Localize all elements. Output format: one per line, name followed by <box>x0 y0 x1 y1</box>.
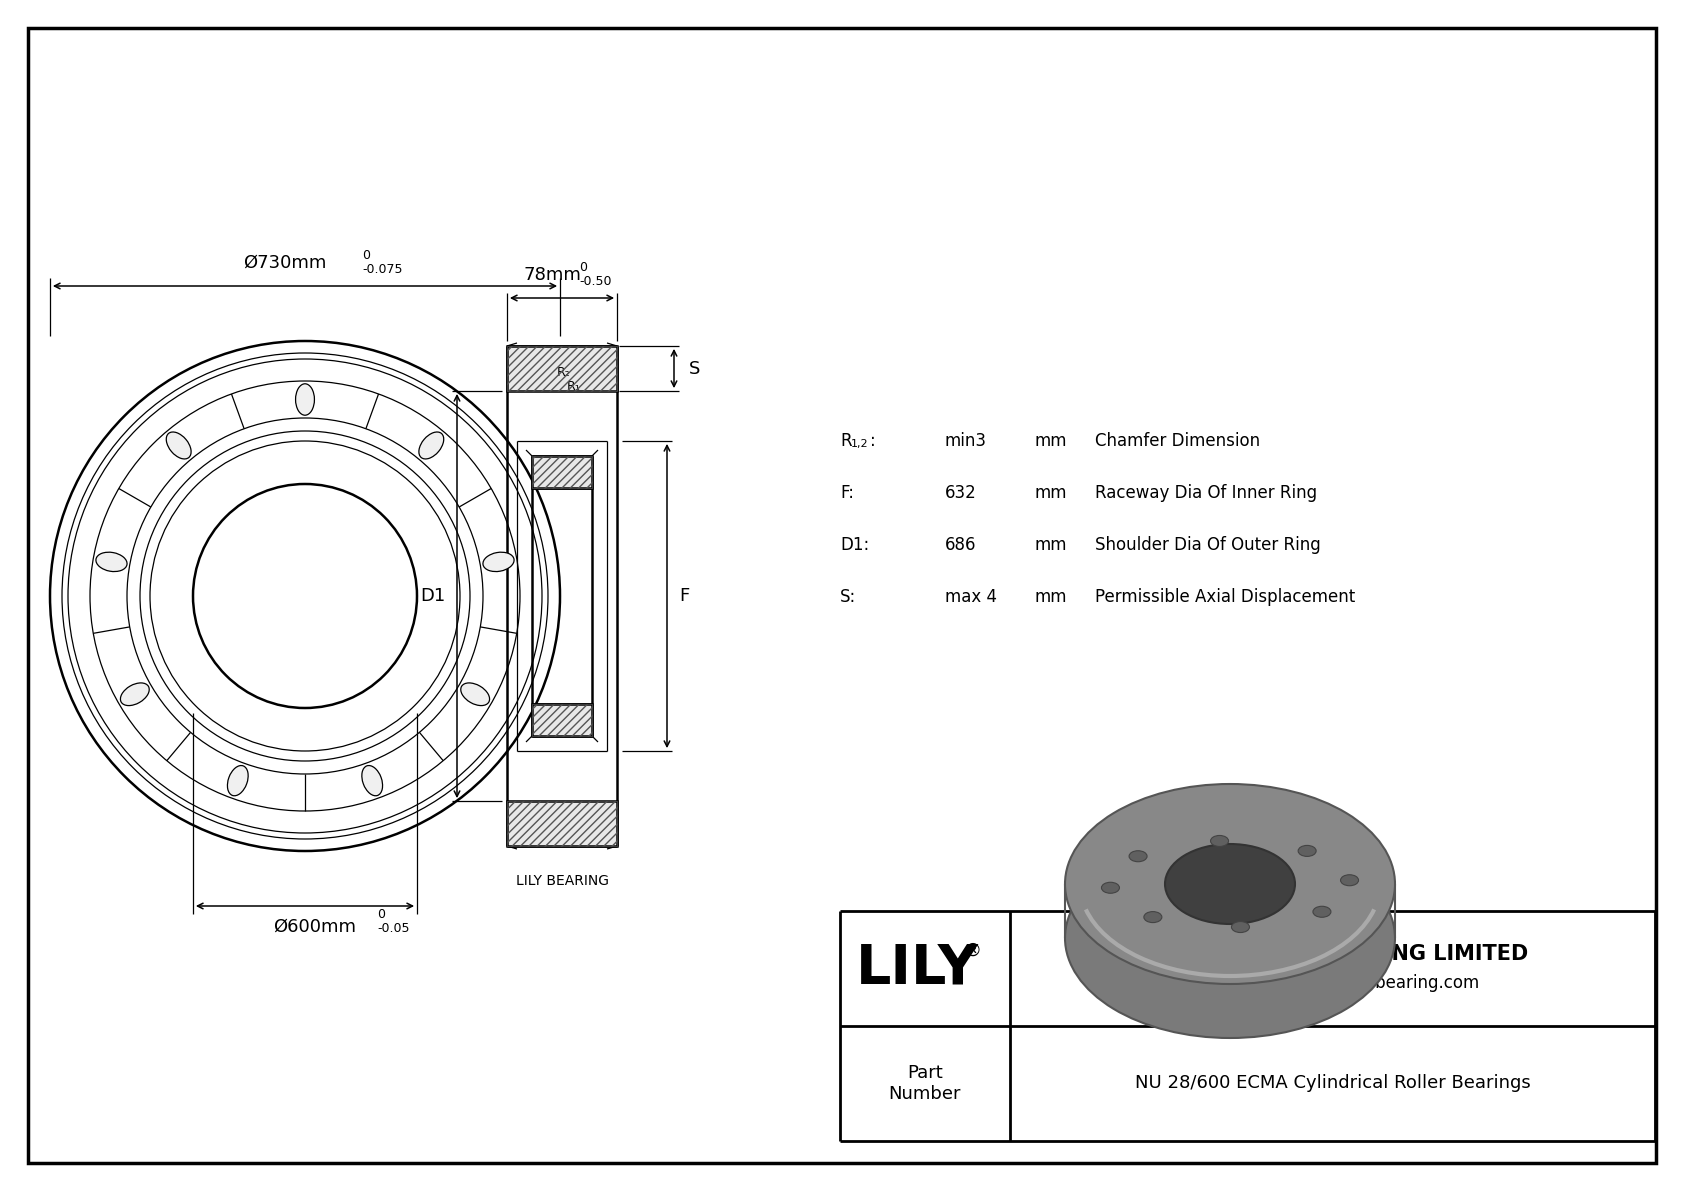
Text: mm: mm <box>1036 484 1068 501</box>
Text: 1,2: 1,2 <box>850 439 869 449</box>
Text: mm: mm <box>1036 588 1068 606</box>
Ellipse shape <box>96 553 126 572</box>
Text: min3: min3 <box>945 432 987 450</box>
Ellipse shape <box>1064 838 1394 1039</box>
Text: R: R <box>840 432 852 450</box>
Ellipse shape <box>121 682 150 705</box>
Ellipse shape <box>483 553 514 572</box>
Text: LILY BEARING: LILY BEARING <box>515 874 608 888</box>
Text: mm: mm <box>1036 536 1068 554</box>
Bar <box>507 347 616 391</box>
Text: R₁: R₁ <box>568 380 581 393</box>
Ellipse shape <box>296 384 315 416</box>
Ellipse shape <box>419 432 443 459</box>
Ellipse shape <box>1143 911 1162 923</box>
Bar <box>507 347 616 391</box>
Text: Email: lilybearing@lily-bearing.com: Email: lilybearing@lily-bearing.com <box>1186 974 1480 992</box>
Ellipse shape <box>1064 784 1394 984</box>
Text: Permissible Axial Displacement: Permissible Axial Displacement <box>1095 588 1356 606</box>
Text: 632: 632 <box>945 484 977 501</box>
Bar <box>507 802 616 846</box>
Text: max 4: max 4 <box>945 588 997 606</box>
Text: Chamfer Dimension: Chamfer Dimension <box>1095 432 1260 450</box>
Bar <box>532 456 593 488</box>
Text: -0.05: -0.05 <box>377 922 409 935</box>
Ellipse shape <box>1314 906 1330 917</box>
Bar <box>532 704 593 736</box>
Text: R₂: R₂ <box>557 367 571 380</box>
Text: -0.075: -0.075 <box>362 263 402 276</box>
Ellipse shape <box>461 682 490 705</box>
Text: F:: F: <box>840 484 854 501</box>
Text: D1: D1 <box>419 587 445 605</box>
Ellipse shape <box>362 766 382 796</box>
Text: SHANGHAI LILY BEARING LIMITED: SHANGHAI LILY BEARING LIMITED <box>1137 943 1527 964</box>
Bar <box>532 456 593 488</box>
Text: D1:: D1: <box>840 536 869 554</box>
Text: Shoulder Dia Of Outer Ring: Shoulder Dia Of Outer Ring <box>1095 536 1320 554</box>
Ellipse shape <box>1298 846 1317 856</box>
Text: ®: ® <box>963 942 982 960</box>
Text: 686: 686 <box>945 536 977 554</box>
Ellipse shape <box>227 766 248 796</box>
Text: S: S <box>689 360 701 378</box>
Text: F: F <box>679 587 689 605</box>
Text: 0: 0 <box>377 908 386 921</box>
Ellipse shape <box>1340 874 1359 886</box>
Text: LILY: LILY <box>855 942 978 996</box>
Text: :: : <box>871 432 876 450</box>
Ellipse shape <box>1128 850 1147 862</box>
Text: Ø730mm: Ø730mm <box>242 254 327 272</box>
Ellipse shape <box>1165 844 1295 924</box>
Ellipse shape <box>1101 883 1120 893</box>
Text: 0: 0 <box>362 249 370 262</box>
Text: mm: mm <box>1036 432 1068 450</box>
Bar <box>507 802 616 846</box>
Text: Raceway Dia Of Inner Ring: Raceway Dia Of Inner Ring <box>1095 484 1317 501</box>
Ellipse shape <box>1211 835 1229 847</box>
Text: Part
Number: Part Number <box>889 1064 962 1103</box>
Text: S:: S: <box>840 588 855 606</box>
Bar <box>532 704 593 736</box>
Ellipse shape <box>1231 922 1250 933</box>
Ellipse shape <box>167 432 190 459</box>
Text: NU 28/600 ECMA Cylindrical Roller Bearings: NU 28/600 ECMA Cylindrical Roller Bearin… <box>1135 1074 1531 1092</box>
Text: Ø600mm: Ø600mm <box>273 918 357 936</box>
Text: -0.50: -0.50 <box>579 275 611 288</box>
Text: 0: 0 <box>579 261 588 274</box>
Text: 78mm: 78mm <box>524 266 581 283</box>
